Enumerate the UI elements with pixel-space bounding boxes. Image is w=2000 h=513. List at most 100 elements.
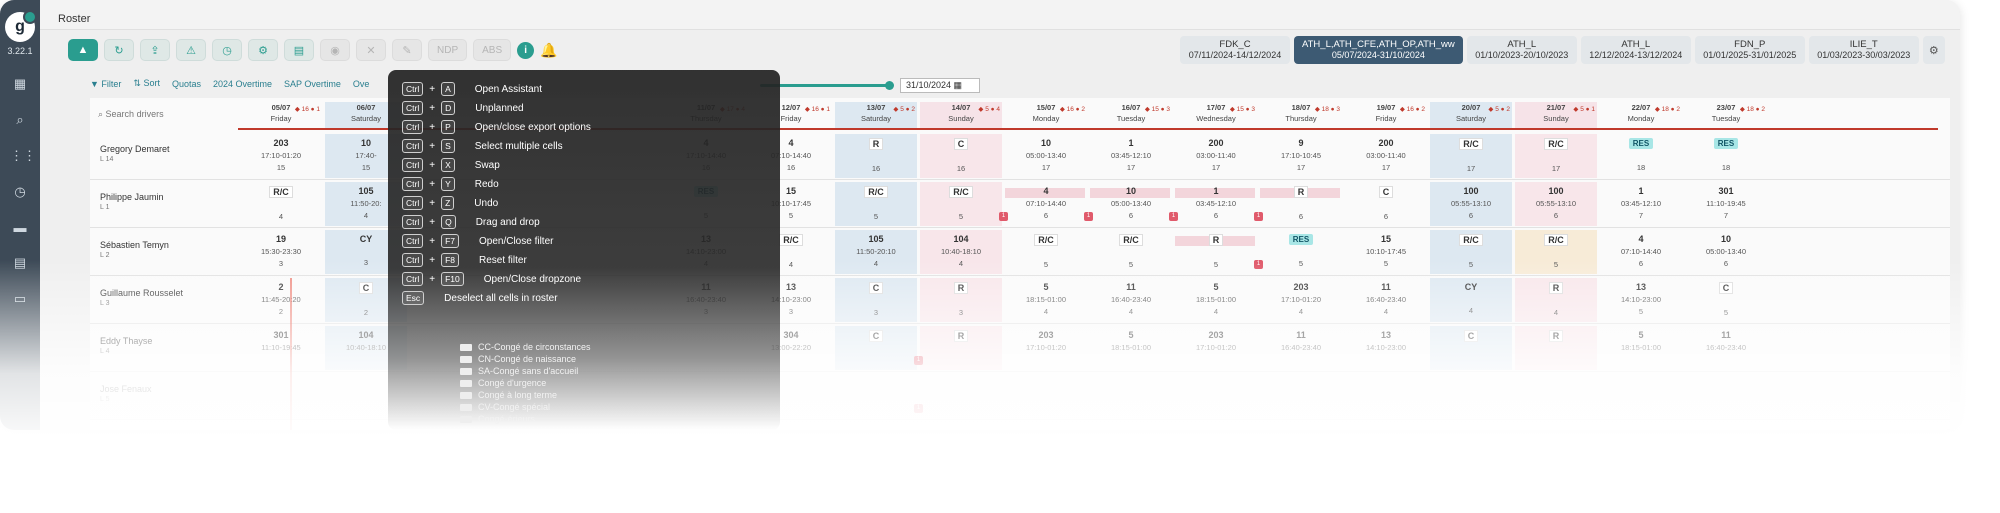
search-drivers[interactable]: ⌕ Search drivers	[98, 109, 164, 119]
roster-icon[interactable]: ▦	[13, 76, 27, 91]
day-header[interactable]: 13/07 Saturday ◆ 5 ● 2	[835, 102, 917, 128]
day-header[interactable]: 12/07 Friday ◆ 16 ● 1	[750, 102, 832, 128]
ndp-button[interactable]: NDP	[428, 39, 468, 61]
grid-icon[interactable]: ⋮⋮	[10, 148, 36, 163]
edit-button[interactable]: ✎	[392, 39, 422, 61]
roster-cell[interactable]: 1 03:45-12:10 6	[1175, 182, 1257, 226]
upload-button[interactable]: ⇪	[140, 39, 170, 61]
roster-cell[interactable]: 301 11:10-19:45 7	[1685, 182, 1767, 226]
warning-button[interactable]: ⚠	[176, 39, 206, 61]
end-date-input[interactable]: 31/10/2024 ▦	[900, 78, 980, 93]
key-cap: Ctrl	[402, 82, 424, 96]
sort-link[interactable]: ⇅ Sort	[133, 78, 160, 88]
roster-cell[interactable]: 100 05:55-13:10 6	[1430, 182, 1512, 226]
driver-name[interactable]: Gregory Demaret	[100, 144, 170, 154]
roster-cell[interactable]: 4 07:10-14:40 6	[1005, 182, 1087, 226]
roster-cell[interactable]: 200 03:00-11:40 17	[1175, 134, 1257, 178]
settings-button[interactable]: ⚙	[248, 39, 278, 61]
absence-item[interactable]: CV-Congé spécial	[460, 402, 550, 412]
plan-tab[interactable]: FDK_C 07/11/2024-14/12/2024	[1180, 36, 1290, 64]
roster-cell[interactable]: C 16	[920, 134, 1002, 178]
day-name: Friday	[1375, 114, 1397, 123]
absence-item[interactable]: Congé à long terme	[460, 390, 557, 400]
day-header[interactable]: 14/07 Sunday ◆ 5 ● 4	[920, 102, 1002, 128]
roster-cell[interactable]: 100 05:55-13:10 6	[1515, 182, 1597, 226]
absence-item[interactable]: CC-Congé de circonstances	[460, 342, 591, 352]
roster-cell[interactable]: R/C5	[1090, 230, 1172, 274]
day-count: 17	[1381, 163, 1391, 172]
day-header[interactable]: 17/07 Wednesday ◆ 15 ● 3	[1175, 102, 1257, 128]
plan-tab[interactable]: ATH_L 12/12/2024-13/12/2024	[1580, 36, 1691, 64]
absence-item[interactable]: CN-Congé de naissance	[460, 354, 576, 364]
roster-cell[interactable]: RES 18	[1600, 134, 1682, 178]
export-button[interactable]: ▤	[284, 39, 314, 61]
reserve-tag: RES	[1288, 234, 1314, 245]
roster-cell[interactable]: RES 18	[1685, 134, 1767, 178]
roster-cell[interactable]: R/C 17	[1430, 134, 1512, 178]
clock-icon[interactable]: ◷	[14, 184, 26, 199]
roster-cell[interactable]: 10 05:00-13:40 17	[1005, 134, 1087, 178]
day-header[interactable]: 22/07 Monday ◆ 18 ● 2	[1600, 102, 1682, 128]
refresh-button[interactable]: ↻	[104, 39, 134, 61]
roster-cell[interactable]: 9 17:10-10:45 17	[1260, 134, 1342, 178]
driver-name[interactable]: Sébastien Temyn	[100, 240, 169, 250]
roster-cell[interactable]: 4 07:10-14:40 16	[750, 134, 832, 178]
driver-name[interactable]: Philippe Jaumin	[100, 192, 164, 202]
shift-time: 11:50-20:10	[856, 247, 896, 256]
roster-cell[interactable]: R 16	[835, 134, 917, 178]
date-range-slider[interactable]	[760, 81, 894, 90]
absence-item[interactable]: SA-Congé sans d'accueil	[460, 366, 578, 376]
pin-button[interactable]: ▲	[68, 39, 98, 61]
alert-badge[interactable]: 1	[1254, 212, 1263, 221]
roster-cell[interactable]: 15 10:10-17:45 5	[750, 182, 832, 226]
absence-item[interactable]: Congé-érieurs	[460, 414, 535, 424]
alert-badge[interactable]: 1	[1169, 212, 1178, 221]
plan-tab-dates: 01/10/2023-20/10/2023	[1475, 50, 1569, 60]
filter-link[interactable]: ▼ Filter	[90, 78, 122, 89]
roster-cell[interactable]: R/C 17	[1515, 134, 1597, 178]
close-button[interactable]: ✕	[356, 39, 386, 61]
plan-tab[interactable]: ATH_L,ATH_CFE,ATH_OP,ATH_ww 05/07/2024-31…	[1294, 36, 1463, 64]
sap-overtime-link[interactable]: SAP Overtime	[284, 78, 341, 89]
day-header[interactable]: 21/07 Sunday ◆ 5 ● 1	[1515, 102, 1597, 128]
day-header[interactable]: 16/07 Tuesday ◆ 15 ● 3	[1090, 102, 1172, 128]
tabs-settings-icon[interactable]: ⚙	[1922, 36, 1945, 64]
search-roster-icon[interactable]: ⌕	[16, 112, 24, 127]
roster-cell[interactable]: 10 05:00-13:40 6	[1090, 182, 1172, 226]
plan-tab[interactable]: ATH_L 01/10/2023-20/10/2023	[1466, 36, 1577, 64]
app-logo[interactable]: g	[5, 10, 37, 42]
info-icon[interactable]: i	[517, 41, 535, 59]
bell-icon[interactable]: 🔔	[540, 41, 558, 58]
absence-item[interactable]: Congé d'urgence	[460, 378, 546, 388]
roster-cell[interactable]: R/C 4	[240, 182, 322, 226]
plan-tab[interactable]: ILIE_T 01/03/2023-30/03/2023	[1808, 36, 1919, 64]
clock-button[interactable]: ◷	[212, 39, 242, 61]
roster-cell[interactable]: 203 17:10-01:20 15	[240, 134, 322, 178]
day-header[interactable]: 23/07 Tuesday ◆ 18 ● 2	[1685, 102, 1767, 128]
plan-tab[interactable]: FDN_P 01/01/2025-31/01/2025	[1694, 36, 1805, 64]
quotas-link[interactable]: Quotas	[171, 78, 202, 89]
alert-badge[interactable]: 1	[1084, 212, 1093, 221]
abs-button[interactable]: ABS	[473, 39, 512, 61]
key-cap: Q	[441, 215, 456, 229]
day-header[interactable]: 20/07 Saturday ◆ 5 ● 2	[1430, 102, 1512, 128]
day-header[interactable]: 05/07 Friday ◆ 16 ● 1	[240, 102, 322, 128]
overtime-2024-link[interactable]: 2024 Overtime	[213, 78, 273, 89]
other-link[interactable]: Ove	[352, 78, 370, 89]
roster-cell[interactable]: 1 03:45-12:10 17	[1090, 134, 1172, 178]
roster-cell[interactable]: 1 03:45-12:10 7	[1600, 182, 1682, 226]
roster-cell[interactable]: 200 03:00-11:40 17	[1345, 134, 1427, 178]
day-header[interactable]: 18/07 Thursday ◆ 18 ● 3	[1260, 102, 1342, 128]
absence-label: CV-Congé spécial	[478, 402, 551, 412]
alert-badge[interactable]: 1	[999, 212, 1008, 221]
day-header[interactable]: 19/07 Friday ◆ 16 ● 2	[1345, 102, 1427, 128]
conflict-mark	[1175, 188, 1255, 198]
hide-button[interactable]: ◉	[320, 39, 350, 61]
day-header[interactable]: 15/07 Monday ◆ 16 ● 2	[1005, 102, 1087, 128]
bus-icon[interactable]: ▬	[13, 220, 27, 235]
